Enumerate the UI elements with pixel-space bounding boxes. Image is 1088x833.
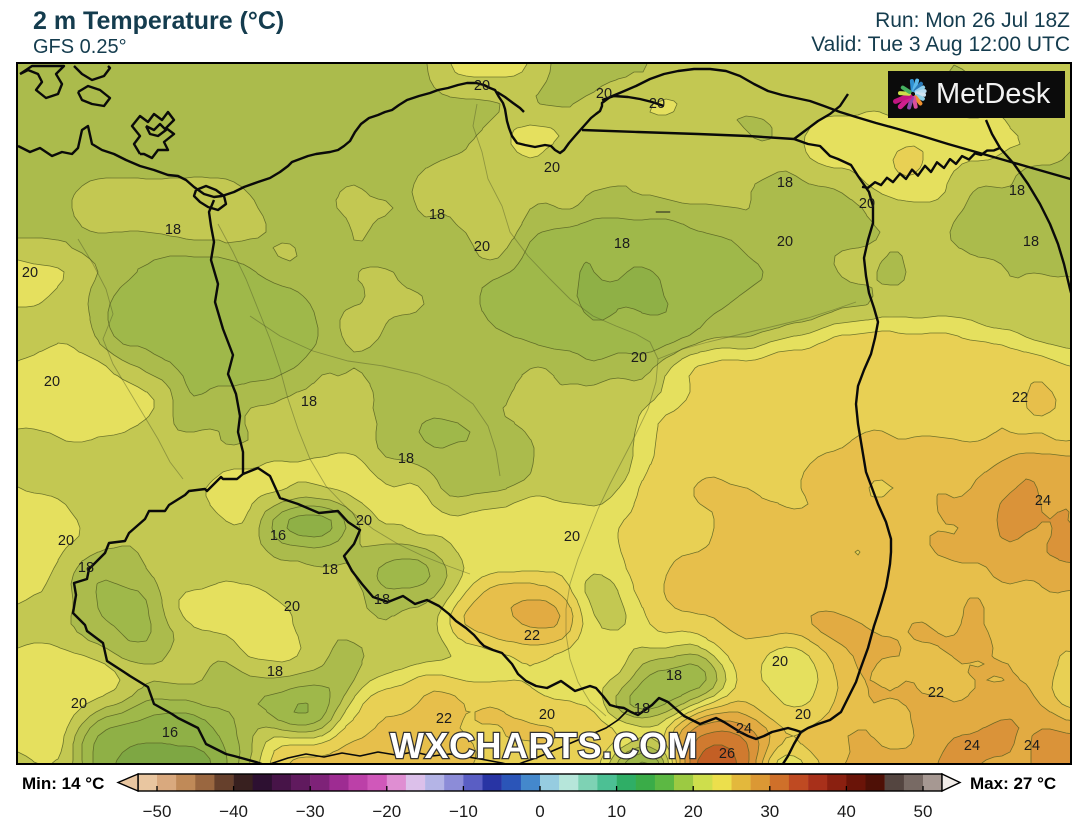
svg-text:18: 18 bbox=[634, 701, 650, 717]
svg-text:−40: −40 bbox=[219, 802, 248, 821]
svg-text:24: 24 bbox=[964, 738, 980, 754]
svg-text:18: 18 bbox=[614, 236, 630, 252]
svg-text:22: 22 bbox=[436, 711, 452, 727]
svg-text:24: 24 bbox=[736, 721, 752, 737]
svg-text:20: 20 bbox=[474, 78, 490, 94]
svg-text:10: 10 bbox=[607, 802, 626, 821]
svg-text:22: 22 bbox=[524, 628, 540, 644]
svg-text:0: 0 bbox=[535, 802, 544, 821]
svg-text:18: 18 bbox=[429, 207, 445, 223]
svg-text:20: 20 bbox=[58, 533, 74, 549]
svg-text:20: 20 bbox=[777, 234, 793, 250]
svg-text:20: 20 bbox=[544, 160, 560, 176]
svg-text:20: 20 bbox=[22, 265, 38, 281]
svg-text:18: 18 bbox=[777, 175, 793, 191]
svg-text:18: 18 bbox=[666, 668, 682, 684]
svg-text:16: 16 bbox=[270, 528, 286, 544]
svg-text:18: 18 bbox=[267, 664, 283, 680]
svg-text:50: 50 bbox=[914, 802, 933, 821]
svg-text:20: 20 bbox=[772, 654, 788, 670]
svg-text:−10: −10 bbox=[449, 802, 478, 821]
svg-text:—: — bbox=[656, 204, 671, 220]
svg-text:22: 22 bbox=[1012, 390, 1028, 406]
svg-text:16: 16 bbox=[162, 725, 178, 741]
svg-text:20: 20 bbox=[539, 707, 555, 723]
svg-text:20: 20 bbox=[356, 513, 372, 529]
svg-text:18: 18 bbox=[1023, 234, 1039, 250]
svg-text:20: 20 bbox=[284, 599, 300, 615]
svg-text:Min: 14 °C: Min: 14 °C bbox=[22, 774, 104, 793]
svg-text:18: 18 bbox=[398, 451, 414, 467]
svg-text:20: 20 bbox=[684, 802, 703, 821]
svg-text:18: 18 bbox=[1009, 183, 1025, 199]
svg-text:18: 18 bbox=[374, 592, 390, 608]
svg-text:30: 30 bbox=[760, 802, 779, 821]
svg-text:20: 20 bbox=[795, 707, 811, 723]
svg-text:26: 26 bbox=[719, 746, 735, 762]
svg-text:24: 24 bbox=[1035, 493, 1051, 509]
svg-text:−20: −20 bbox=[372, 802, 401, 821]
svg-text:Max: 27 °C: Max: 27 °C bbox=[970, 774, 1056, 793]
svg-text:20: 20 bbox=[649, 96, 665, 112]
svg-text:18: 18 bbox=[322, 562, 338, 578]
svg-text:20: 20 bbox=[596, 86, 612, 102]
svg-text:24: 24 bbox=[1024, 738, 1040, 754]
svg-text:20: 20 bbox=[44, 374, 60, 390]
svg-text:18: 18 bbox=[301, 394, 317, 410]
svg-text:20: 20 bbox=[859, 196, 875, 212]
svg-text:40: 40 bbox=[837, 802, 856, 821]
svg-text:−30: −30 bbox=[296, 802, 325, 821]
svg-text:20: 20 bbox=[564, 529, 580, 545]
svg-text:22: 22 bbox=[928, 685, 944, 701]
svg-text:18: 18 bbox=[165, 222, 181, 238]
svg-text:20: 20 bbox=[71, 696, 87, 712]
svg-text:−50: −50 bbox=[143, 802, 172, 821]
svg-text:18: 18 bbox=[78, 560, 94, 576]
svg-text:20: 20 bbox=[474, 239, 490, 255]
svg-text:20: 20 bbox=[631, 350, 647, 366]
